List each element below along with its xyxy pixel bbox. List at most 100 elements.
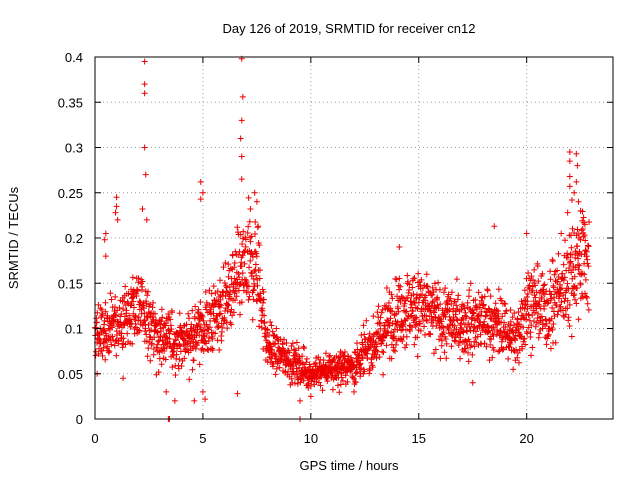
plus-marker: [139, 283, 146, 290]
data-point: [162, 322, 169, 329]
data-point: [100, 326, 107, 333]
plus-marker: [99, 347, 106, 354]
plus-marker: [95, 351, 102, 358]
data-point: [144, 292, 151, 299]
data-point: [143, 331, 150, 338]
plus-marker: [186, 376, 193, 383]
plus-marker: [107, 290, 114, 297]
data-point: [140, 305, 147, 312]
plus-marker: [165, 311, 172, 318]
data-point: [206, 287, 213, 294]
data-point: [142, 325, 149, 332]
plus-marker: [121, 313, 128, 320]
plus-marker: [222, 259, 229, 266]
plus-marker: [120, 306, 127, 313]
data-point: [185, 310, 192, 317]
y-tick-label: 0.2: [65, 231, 83, 246]
y-tick-label: 0.35: [58, 95, 83, 110]
plus-marker: [186, 315, 193, 322]
plus-marker: [140, 305, 147, 312]
y-tick-label: 0.4: [65, 50, 83, 65]
plus-marker: [147, 357, 154, 364]
plus-marker: [127, 316, 134, 323]
data-point: [167, 316, 174, 323]
data-point: [99, 352, 106, 359]
data-point: [155, 369, 162, 376]
plus-marker: [209, 335, 216, 342]
data-point: [190, 357, 197, 364]
data-point: [102, 356, 109, 363]
data-point: [130, 298, 137, 305]
plus-marker: [239, 270, 246, 277]
data-point: [181, 355, 188, 362]
plus-marker: [173, 351, 180, 358]
data-point: [104, 343, 111, 350]
plus-marker: [122, 283, 129, 290]
data-point: [195, 339, 202, 346]
x-axis-label: GPS time / hours: [300, 458, 399, 473]
data-point: [93, 324, 100, 331]
plus-marker: [236, 274, 243, 281]
data-point: [147, 357, 154, 364]
data-point: [157, 328, 164, 335]
data-point: [238, 299, 245, 306]
data-point: [203, 340, 210, 347]
data-point: [159, 314, 166, 321]
data-point: [158, 318, 165, 325]
data-point: [127, 302, 134, 309]
plus-marker: [108, 296, 115, 303]
data-point: [239, 241, 246, 248]
plus-marker: [202, 289, 209, 296]
data-point: [150, 299, 157, 306]
data-point: [240, 228, 247, 235]
data-point: [121, 298, 128, 305]
plus-marker: [170, 348, 177, 355]
plus-marker: [150, 299, 157, 306]
x-tick-label: 15: [412, 431, 426, 446]
data-point: [234, 224, 241, 231]
plus-marker: [231, 264, 238, 271]
plus-marker: [203, 340, 210, 347]
data-point: [135, 314, 142, 321]
plus-marker: [199, 345, 206, 352]
plus-marker: [169, 364, 176, 371]
data-point: [95, 351, 102, 358]
plus-marker: [154, 341, 161, 348]
data-point: [120, 306, 127, 313]
plus-marker: [195, 306, 202, 313]
plus-marker: [111, 342, 118, 349]
plus-marker: [214, 288, 221, 295]
data-point: [210, 283, 217, 290]
data-point: [101, 317, 108, 324]
plus-marker: [190, 357, 197, 364]
plus-marker: [228, 321, 235, 328]
plus-marker: [235, 271, 242, 278]
x-tick-label: 10: [304, 431, 318, 446]
data-point: [178, 362, 185, 369]
data-point: [231, 275, 238, 282]
plus-marker: [118, 311, 125, 318]
plus-marker: [224, 307, 231, 314]
plus-marker: [127, 302, 134, 309]
data-point: [216, 347, 223, 353]
data-point: [152, 310, 159, 317]
data-point: [217, 296, 224, 303]
data-point: [230, 309, 237, 316]
plus-marker: [196, 361, 203, 368]
data-point: [111, 304, 118, 311]
plus-marker: [95, 301, 102, 308]
data-point: [124, 299, 131, 306]
plus-marker: [196, 332, 203, 339]
data-point: [162, 356, 169, 363]
plus-marker: [196, 317, 203, 324]
data-point: [200, 317, 207, 324]
plus-marker: [115, 338, 122, 345]
data-point: [118, 311, 125, 318]
data-point: [235, 271, 242, 278]
plus-marker: [199, 313, 206, 320]
plus-marker: [100, 326, 107, 333]
plus-marker: [167, 316, 174, 323]
plus-marker: [129, 340, 136, 347]
data-point: [130, 304, 137, 311]
data-point: [126, 312, 133, 319]
